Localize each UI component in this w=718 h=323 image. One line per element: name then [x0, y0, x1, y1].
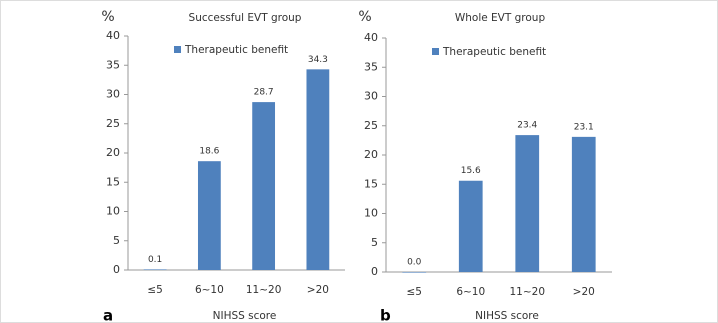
y-tick-label: 10: [106, 205, 120, 218]
bar: [197, 161, 221, 270]
y-tick-label: 10: [364, 207, 378, 220]
y-tick-label: 0: [371, 265, 378, 278]
value-label: 23.1: [574, 122, 594, 132]
x-tick-label: 6~10: [195, 284, 224, 296]
chart-title: Successful EVT group: [189, 12, 302, 24]
bar: [571, 136, 596, 272]
y-tick-label: 15: [106, 175, 120, 188]
y-tick-label: 30: [364, 90, 378, 103]
x-tick-label: 11~20: [246, 284, 282, 296]
x-axis-label: NIHSS score: [213, 310, 277, 322]
y-tick-label: 0: [113, 263, 120, 276]
x-tick-label: >20: [573, 286, 595, 298]
x-tick-label: 11~20: [509, 286, 545, 298]
y-axis-label: %: [358, 9, 371, 25]
x-tick-label: >20: [307, 284, 329, 296]
value-label: 18.6: [199, 147, 219, 157]
y-tick-label: 5: [371, 236, 378, 249]
y-tick-label: 25: [364, 119, 378, 132]
y-tick-label: 25: [106, 117, 120, 130]
panel-label: a: [103, 307, 113, 323]
y-tick-label: 40: [106, 29, 120, 42]
bar: [143, 269, 167, 271]
value-label: 28.7: [254, 88, 274, 98]
legend-swatch: [432, 48, 439, 55]
y-tick-label: 30: [106, 88, 120, 101]
value-label: 34.3: [308, 55, 328, 65]
legend-swatch: [174, 46, 181, 53]
y-tick-label: 40: [364, 31, 378, 44]
y-tick-label: 15: [364, 177, 378, 190]
chart-title: Whole EVT group: [455, 12, 546, 24]
legend-label: Therapeutic benefit: [184, 44, 288, 56]
bar: [458, 180, 483, 272]
y-tick-label: 20: [106, 146, 120, 159]
y-tick-label: 5: [113, 234, 120, 247]
x-tick-label: ≤5: [147, 284, 162, 296]
y-axis-label: %: [101, 9, 114, 25]
x-tick-label: ≤5: [407, 286, 422, 298]
legend-label: Therapeutic benefit: [442, 46, 546, 58]
y-tick-label: 35: [364, 60, 378, 73]
bar: [402, 272, 427, 273]
value-label: 23.4: [517, 121, 537, 131]
x-axis-label: NIHSS score: [475, 310, 539, 322]
y-tick-label: 35: [106, 58, 120, 71]
y-tick-label: 20: [364, 148, 378, 161]
bar: [515, 135, 540, 272]
value-label: 0.0: [407, 258, 422, 268]
panel-label: b: [380, 307, 391, 323]
value-label: 0.1: [148, 255, 162, 265]
bar: [306, 69, 330, 270]
x-tick-label: 6~10: [456, 286, 485, 298]
bar: [252, 102, 276, 270]
value-label: 15.6: [461, 166, 481, 176]
